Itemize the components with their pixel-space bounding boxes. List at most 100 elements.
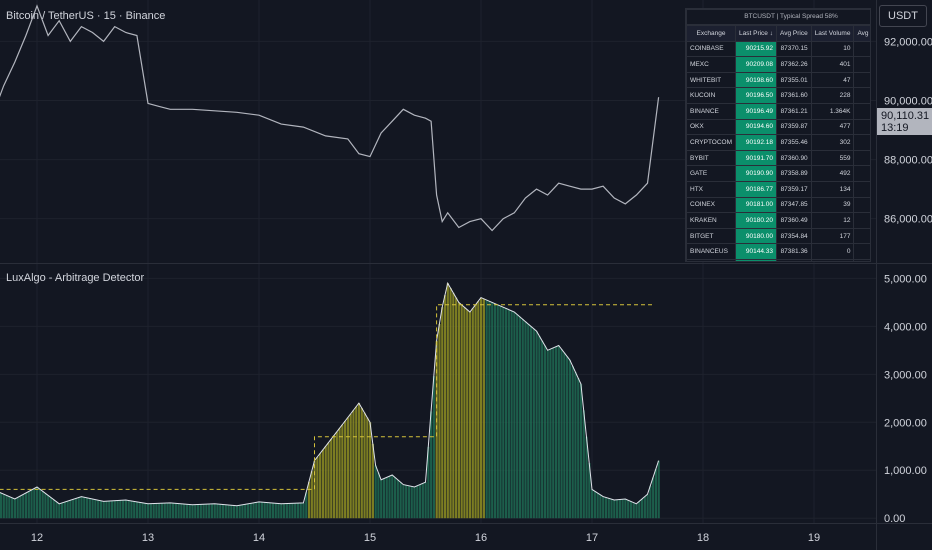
table-cell: 2 <box>810 258 855 261</box>
arbitrage-bar <box>58 503 61 519</box>
arbitrage-bar <box>341 424 344 519</box>
arbitrage-bar <box>27 491 30 519</box>
arbitrage-bar <box>468 311 472 519</box>
arbitrage-bar <box>554 346 558 519</box>
table-header-cell[interactable]: Avg Price <box>775 25 812 42</box>
chart-title: Bitcoin / TetherUS · 15 · Binance <box>6 10 166 22</box>
arbitrage-bar <box>85 497 89 519</box>
arbitrage-bar <box>474 304 477 519</box>
arbitrage-bar <box>11 497 14 519</box>
currency-button[interactable]: USDT <box>879 5 927 27</box>
x-tick-label: 16 <box>475 532 487 544</box>
table-cell: 39 <box>810 196 855 214</box>
x-tick-label: 13 <box>142 532 154 544</box>
arbitrage-bar <box>585 436 588 519</box>
table-cell: 0 <box>853 243 870 260</box>
arbitrage-bar <box>410 486 413 519</box>
arbitrage-bar <box>194 504 197 519</box>
arbitrage-bar <box>271 503 275 519</box>
arbitrage-bar <box>480 297 483 519</box>
arbitrage-bar <box>191 504 194 519</box>
x-tick-label: 14 <box>253 532 265 544</box>
arbitrage-bar <box>80 496 83 519</box>
table-cell: 20 <box>853 71 870 89</box>
table-cell: 87362.26 <box>775 56 812 73</box>
table-header-cell[interactable]: Avg Volume <box>853 25 870 42</box>
table-cell: 90215.92 <box>735 40 777 58</box>
arbitrage-bar <box>449 287 452 519</box>
table-cell: 477 <box>810 118 855 136</box>
arbitrage-bar <box>388 476 391 519</box>
arbitrage-bar <box>263 502 266 519</box>
arbitrage-bar <box>196 504 200 519</box>
arbitrage-bar <box>516 314 519 519</box>
arbitrage-bar <box>69 500 72 519</box>
arbitrage-bar <box>72 499 75 519</box>
arbitrage-bar <box>49 497 53 519</box>
arbitrage-bar <box>460 304 463 519</box>
arbitrage-bar <box>599 494 602 519</box>
arbitrage-bar <box>135 501 139 519</box>
arbitrage-bar <box>588 463 591 519</box>
arbitrage-bar <box>543 345 547 519</box>
table-body: COINBASE90215.9287370.15102MEXC90209.088… <box>686 40 870 261</box>
y-tick-label: 2,000.00 <box>884 417 927 429</box>
table-cell: 2 <box>853 40 870 58</box>
table-header-cell[interactable]: Last Price ↓ <box>735 25 777 42</box>
arbitrage-bar <box>430 411 433 519</box>
arbitrage-bar <box>277 503 280 519</box>
series-lines <box>0 4 660 507</box>
arbitrage-bar <box>391 475 394 519</box>
arbitrage-bar <box>455 297 458 519</box>
arbitrage-bar <box>582 410 585 519</box>
arbitrage-bar <box>332 435 336 519</box>
table-cell: 90198.60 <box>735 71 777 89</box>
arbitrage-bar <box>654 469 658 519</box>
indicator-line <box>0 281 660 507</box>
arbitrage-bar <box>316 457 319 519</box>
arbitrage-bar <box>571 365 574 519</box>
arbitrage-bar <box>60 502 64 519</box>
arbitrage-bar <box>238 505 241 519</box>
arbitrage-bar <box>269 502 272 519</box>
arbitrage-bar <box>177 503 180 519</box>
table-cell: 134 <box>810 180 855 198</box>
arbitrage-bar <box>466 309 469 519</box>
table-cell: 2 <box>853 212 870 229</box>
arbitrage-bar <box>8 496 11 519</box>
arbitrage-bar <box>74 498 78 519</box>
arbitrage-bar <box>116 500 119 519</box>
arbitrage-bar <box>83 497 86 519</box>
table-cell: 134 <box>853 149 870 167</box>
arbitrage-bar <box>463 307 466 519</box>
arbitrage-bar <box>91 499 94 519</box>
arbitrage-bar <box>99 500 103 519</box>
arbitrage-bar <box>63 502 66 519</box>
exchange-cell: OKX <box>686 118 737 136</box>
arbitrage-bar <box>344 421 347 519</box>
arbitrage-bar <box>363 412 366 519</box>
table-header-row: Exchange Last Price ↓ Avg Price Last Volume… <box>686 25 870 42</box>
arbitrage-bar <box>485 299 488 519</box>
arbitrage-bar <box>393 477 397 519</box>
table-cell: 0 <box>853 258 870 261</box>
arbitrage-bar <box>47 495 50 519</box>
table-header-cell[interactable]: Last Volume <box>810 25 855 42</box>
table-cell: 90191.70 <box>735 149 777 167</box>
arbitrage-bar <box>627 500 630 519</box>
arbitrage-bar <box>288 503 291 519</box>
arbitrage-bar <box>491 302 494 519</box>
arbitrage-bar <box>144 503 147 519</box>
arbitrage-bar <box>291 503 294 519</box>
arbitrage-bar <box>188 504 191 519</box>
arbitrage-bar <box>535 331 538 519</box>
x-tick-label: 15 <box>364 532 376 544</box>
table-cell: 47 <box>810 71 855 89</box>
arbitrage-bar <box>174 503 177 519</box>
arbitrage-bar <box>124 499 127 519</box>
table-header-cell[interactable]: Exchange <box>686 25 737 42</box>
arbitrage-bar <box>452 292 455 519</box>
exchange-cell: COINEX <box>686 196 737 214</box>
